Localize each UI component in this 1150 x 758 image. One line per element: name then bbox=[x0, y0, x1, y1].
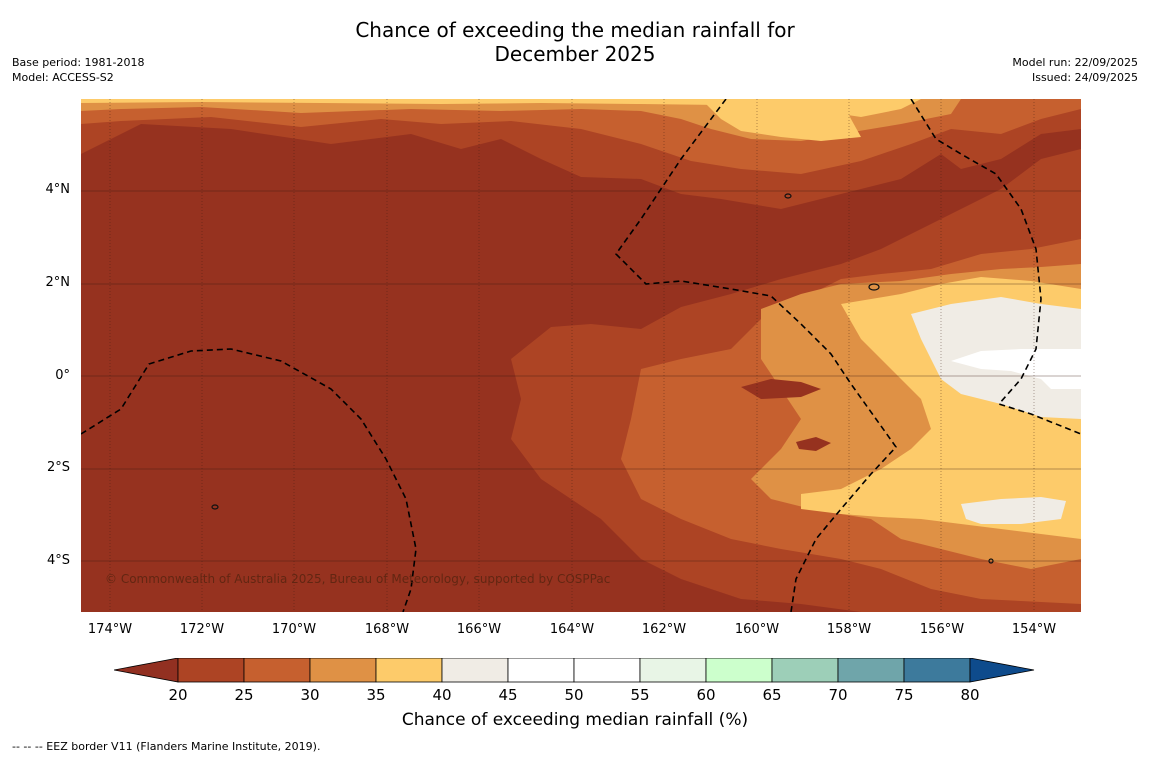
island-1 bbox=[784, 193, 792, 199]
colorbar-label: 40 bbox=[432, 686, 452, 704]
x-tick-label: 174°W bbox=[87, 622, 133, 637]
y-tick-label: 2°N bbox=[45, 275, 71, 290]
colorbar-label: 80 bbox=[960, 686, 980, 704]
y-tick-label: 4°S bbox=[46, 553, 70, 568]
x-tick-label: 166°W bbox=[456, 622, 502, 637]
colorbar-label: 30 bbox=[300, 686, 320, 704]
meta-left: Base period: 1981-2018 Model: ACCESS-S2 bbox=[12, 55, 144, 85]
island-3 bbox=[211, 504, 219, 510]
colorbar-segment bbox=[177, 658, 245, 683]
x-tick-label: 162°W bbox=[641, 622, 687, 637]
meta-right: Model run: 22/09/2025 Issued: 24/09/2025 bbox=[1012, 55, 1138, 85]
colorbar-label: 55 bbox=[630, 686, 650, 704]
x-tick-label: 154°W bbox=[1011, 622, 1057, 637]
x-tick-label: 172°W bbox=[179, 622, 225, 637]
eez-border-east bbox=[910, 99, 1081, 435]
x-tick-label: 170°W bbox=[271, 622, 317, 637]
colorbar-label: 45 bbox=[498, 686, 518, 704]
colorbar-segment bbox=[375, 658, 443, 683]
colorbar-label: 35 bbox=[366, 686, 386, 704]
y-tick-label: 4°N bbox=[45, 182, 71, 197]
map-lat-gridlines bbox=[81, 190, 1081, 562]
colorbar-segment bbox=[771, 658, 839, 683]
base-period-text: Base period: 1981-2018 bbox=[12, 56, 145, 69]
eez-border-central bbox=[614, 99, 898, 612]
model-run-text: Model run: 22/09/2025 bbox=[1012, 56, 1138, 69]
colorbar-segment bbox=[441, 658, 509, 683]
colorbar-segments bbox=[177, 658, 971, 683]
eez-border-west bbox=[81, 348, 417, 612]
copyright-text: © Commonwealth of Australia 2025, Bureau… bbox=[105, 572, 611, 586]
islands bbox=[211, 193, 994, 564]
y-tick-label: 2°S bbox=[46, 460, 70, 475]
colorbar bbox=[114, 658, 1035, 683]
map-title-line2: December 2025 bbox=[494, 42, 656, 66]
x-tick-label: 158°W bbox=[826, 622, 872, 637]
colorbar-label: 70 bbox=[828, 686, 848, 704]
x-tick-label: 160°W bbox=[734, 622, 780, 637]
colorbar-segment bbox=[243, 658, 311, 683]
colorbar-title: Chance of exceeding median rainfall (%) bbox=[401, 710, 749, 730]
map-region-ne-35-40 bbox=[701, 99, 861, 141]
colorbar-low-arrow bbox=[114, 658, 179, 683]
colorbar-segment bbox=[309, 658, 377, 683]
colorbar-label: 50 bbox=[564, 686, 584, 704]
eez-footer-note: -- -- -- EEZ border V11 (Flanders Marine… bbox=[12, 740, 321, 753]
colorbar-label: 25 bbox=[234, 686, 254, 704]
map-region-equator-core bbox=[741, 379, 821, 399]
eez-borders bbox=[81, 99, 1081, 612]
colorbar-label: 65 bbox=[762, 686, 782, 704]
map-region-east-45-55 bbox=[951, 349, 1081, 389]
map-region-equator-core-2 bbox=[796, 437, 831, 451]
colorbar-segment bbox=[903, 658, 971, 683]
colorbar-segment bbox=[837, 658, 905, 683]
x-tick-label: 156°W bbox=[919, 622, 965, 637]
issued-text: Issued: 24/09/2025 bbox=[1031, 71, 1138, 84]
map-region-southeast-40-45 bbox=[961, 497, 1066, 524]
island-2 bbox=[868, 283, 880, 291]
colorbar-high-arrow bbox=[969, 658, 1035, 683]
model-text: Model: ACCESS-S2 bbox=[12, 71, 114, 84]
colorbar-label: 75 bbox=[894, 686, 914, 704]
map-title: Chance of exceeding the median rainfall … bbox=[0, 18, 1150, 66]
colorbar-label: 60 bbox=[696, 686, 716, 704]
island-4 bbox=[988, 558, 994, 564]
rainfall-map bbox=[81, 99, 1081, 612]
colorbar-segment bbox=[573, 658, 641, 683]
y-tick-label: 0° bbox=[55, 368, 70, 383]
x-tick-label: 164°W bbox=[549, 622, 595, 637]
colorbar-segment bbox=[507, 658, 575, 683]
x-tick-label: 168°W bbox=[364, 622, 410, 637]
map-title-line1: Chance of exceeding the median rainfall … bbox=[355, 18, 795, 42]
colorbar-segment bbox=[705, 658, 773, 683]
colorbar-label: 20 bbox=[168, 686, 188, 704]
colorbar-segment bbox=[639, 658, 707, 683]
